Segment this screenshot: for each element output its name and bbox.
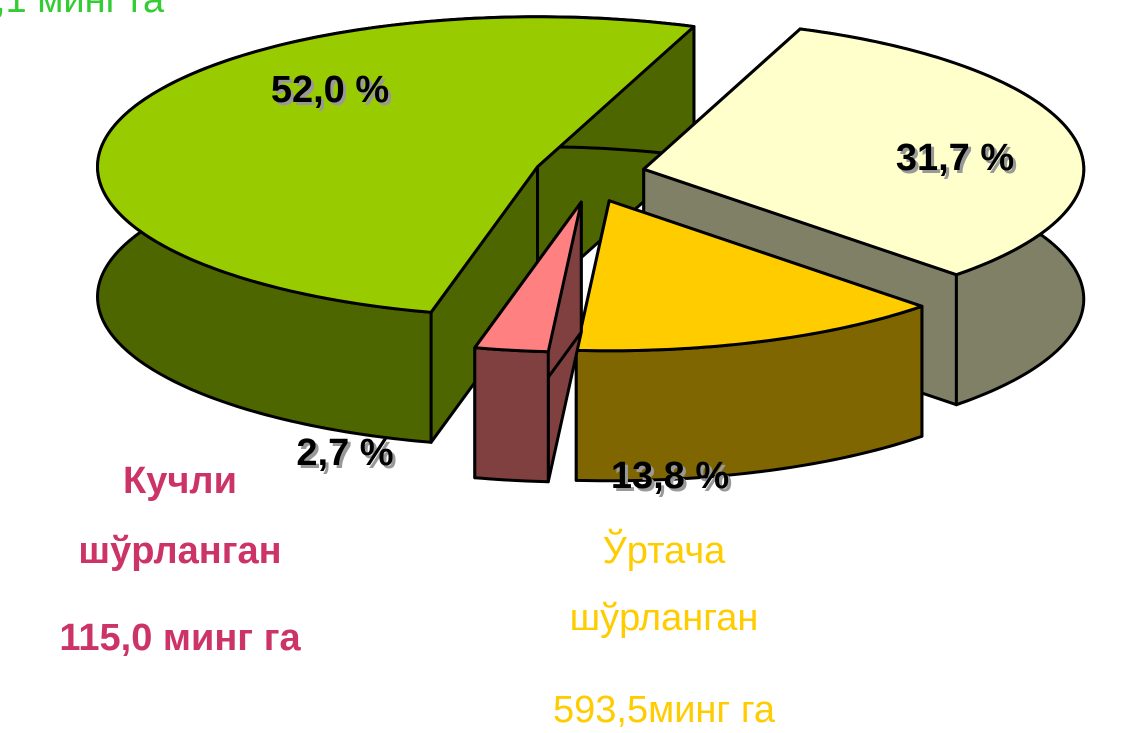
value-label-shadow: 2,7 % <box>299 435 396 477</box>
slice-top <box>96 15 696 314</box>
value-label: 31,7 % <box>896 137 1014 179</box>
annotation: 115,0 минг га <box>59 617 301 659</box>
annotation: Кучли <box>123 460 237 502</box>
value-label-shadow: 13,8 % <box>614 458 732 500</box>
slice-top <box>642 27 1086 277</box>
slice <box>96 15 696 444</box>
annotation: шўрланган <box>78 530 281 572</box>
annotation: 593,5минг га <box>553 689 776 731</box>
annotation: Ўртача <box>603 527 727 572</box>
slice-top <box>473 200 583 354</box>
slice <box>473 200 583 484</box>
value-label: 52,0 % <box>271 69 389 111</box>
value-label: 2,7 % <box>296 432 393 474</box>
annotation: ,1 минг га <box>0 0 165 21</box>
value-label-shadow: 52,0 % <box>274 72 392 114</box>
value-label-shadow: 31,7 % <box>899 140 1017 182</box>
slice-wall <box>473 346 550 484</box>
slice <box>574 199 924 483</box>
annotation: шўрланган <box>570 597 759 639</box>
value-label: 13,8 % <box>611 455 729 497</box>
slice-top <box>574 199 924 353</box>
